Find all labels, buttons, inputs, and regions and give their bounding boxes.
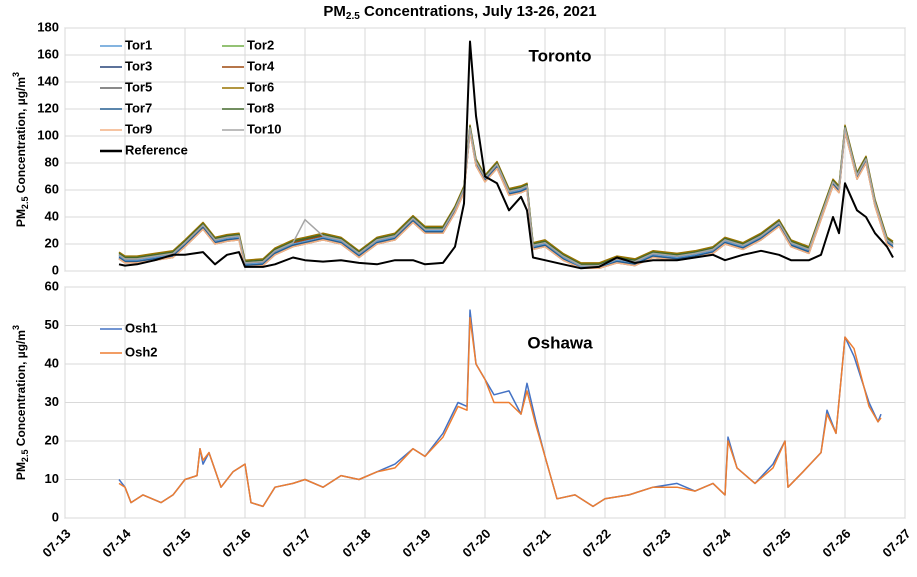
series-line: [118, 127, 894, 267]
x-tick-label: 07-26: [819, 526, 853, 560]
series-line: [118, 129, 894, 270]
y-label-part: 3: [11, 72, 21, 77]
y-label-part: Concentration, µg/m: [14, 330, 28, 450]
legend-label: Osh2: [125, 344, 158, 359]
x-tick-label: 07-20: [459, 526, 493, 560]
series-line: [118, 317, 882, 508]
series-line: [118, 129, 894, 270]
legend-label: Tor5: [125, 79, 152, 94]
y-label-part: Concentration, µg/m: [14, 77, 28, 197]
y-label-part: 3: [11, 325, 21, 330]
x-tick-label: 07-14: [99, 525, 134, 560]
y-tick-label: 40: [45, 208, 59, 223]
x-tick-label: 07-15: [159, 526, 193, 560]
series-line: [118, 131, 894, 270]
y-axis-label: PM2.5 Concentration, µg/m3: [11, 325, 30, 480]
y-tick-label: 120: [37, 100, 59, 115]
legend-label: Tor1: [125, 37, 152, 52]
legend-label: Tor10: [247, 121, 281, 136]
legend-label: Tor8: [247, 100, 274, 115]
y-tick-label: 160: [37, 46, 59, 61]
y-tick-label: 80: [45, 154, 59, 169]
y-tick-label: 0: [52, 262, 59, 277]
y-tick-label: 140: [37, 73, 59, 88]
series-line: [118, 124, 894, 264]
legend-label: Tor6: [247, 79, 274, 94]
series-line: [118, 40, 894, 270]
legend-label: Osh1: [125, 320, 158, 335]
series-line: [118, 128, 894, 268]
y-tick-label: 0: [52, 509, 59, 524]
y-label-part: PM: [14, 462, 28, 480]
legend-label: Tor4: [247, 58, 275, 73]
series-line: [118, 127, 894, 267]
x-tick-label: 07-22: [579, 526, 613, 560]
legend-label: Tor9: [125, 121, 152, 136]
legend-label: Tor3: [125, 58, 152, 73]
annotation: Oshawa: [527, 333, 593, 352]
x-tick-label: 07-25: [759, 526, 793, 560]
series-line: [118, 309, 882, 508]
x-tick-label: 07-24: [699, 525, 734, 560]
title-part: PM: [323, 3, 346, 20]
x-tick-label: 07-16: [219, 526, 253, 560]
y-tick-label: 60: [45, 278, 59, 293]
x-tick-label: 07-19: [399, 526, 433, 560]
x-tick-label: 07-23: [639, 526, 673, 560]
y-tick-label: 60: [45, 181, 59, 196]
y-label-part: 2.5: [20, 197, 30, 210]
annotation: Toronto: [529, 46, 592, 65]
legend-label: Reference: [125, 142, 188, 157]
y-tick-label: 100: [37, 127, 59, 142]
x-tick-label: 07-21: [519, 526, 553, 560]
y-tick-label: 30: [45, 394, 59, 409]
chart-title: PM2.5 Concentrations, July 13-26, 2021: [323, 3, 596, 22]
x-tick-label: 07-13: [39, 526, 73, 560]
title-part: Concentrations, July 13-26, 2021: [360, 3, 597, 20]
title-sub: 2.5: [346, 11, 360, 22]
y-tick-label: 10: [45, 471, 59, 486]
y-tick-label: 40: [45, 355, 59, 370]
y-axis-label: PM2.5 Concentration, µg/m3: [11, 72, 30, 227]
x-tick-label: 07-18: [339, 526, 373, 560]
y-tick-label: 20: [45, 432, 59, 447]
x-tick-label: 07-17: [279, 526, 313, 560]
x-tick-label: 07-27: [879, 526, 913, 560]
y-label-part: 2.5: [20, 450, 30, 463]
y-tick-label: 20: [45, 235, 59, 250]
y-tick-label: 180: [37, 19, 59, 34]
series-line: [118, 131, 894, 270]
y-tick-label: 50: [45, 317, 59, 332]
legend-label: Tor7: [125, 100, 152, 115]
legend-label: Tor2: [247, 37, 274, 52]
y-label-part: PM: [14, 209, 28, 227]
